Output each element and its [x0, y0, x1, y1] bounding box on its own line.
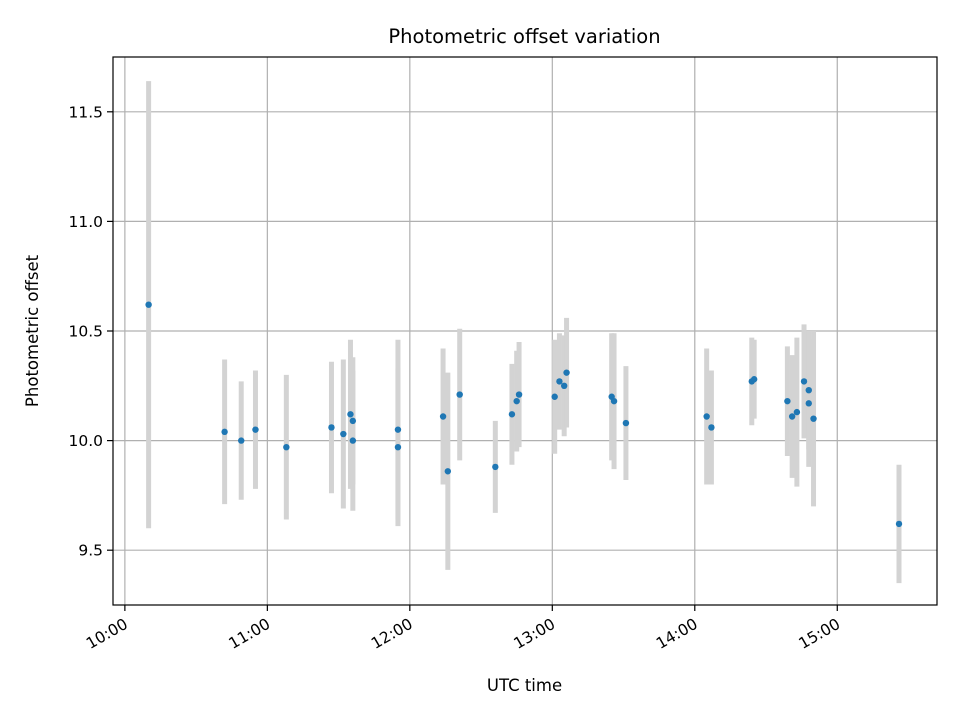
data-point [252, 426, 259, 433]
data-point [556, 378, 563, 385]
data-point [622, 419, 630, 427]
data-point [439, 413, 447, 420]
data-point [145, 301, 152, 308]
y-axis-ticks: 9.5 10.0 10.5 11.0 11.5 [68, 103, 113, 560]
data-point [551, 393, 558, 400]
data-point [456, 391, 463, 398]
y-tick-label: 9.5 [78, 542, 103, 560]
data-point [349, 437, 357, 444]
data-point [394, 443, 402, 451]
data-point [515, 391, 523, 398]
chart-title: Photometric offset variation [388, 25, 660, 48]
data-point [810, 415, 817, 422]
data-point [708, 424, 715, 431]
y-tick-label: 10.5 [68, 323, 103, 341]
data-point [703, 413, 710, 420]
data-point [492, 463, 499, 471]
data-point [805, 386, 812, 394]
data-point [560, 382, 568, 389]
data-point [513, 397, 520, 405]
y-tick-label: 10.0 [68, 432, 103, 450]
data-point [563, 369, 570, 376]
y-axis-label: Photometric offset [23, 254, 42, 407]
data-point [788, 413, 796, 420]
y-tick-label: 11.0 [68, 213, 103, 231]
data-point [394, 426, 402, 433]
data-point [750, 376, 758, 383]
data-point [800, 378, 808, 385]
data-point [793, 408, 801, 416]
data-point [347, 411, 354, 418]
data-point [895, 520, 903, 528]
grid-lines [113, 57, 937, 605]
data-point [283, 443, 290, 451]
data-point [784, 397, 791, 405]
data-point [349, 417, 357, 425]
data-point [610, 397, 618, 405]
data-point [508, 411, 516, 418]
data-point [444, 468, 452, 475]
data-point [340, 430, 347, 438]
x-axis-label: UTC time [487, 676, 562, 695]
data-point [328, 424, 335, 431]
data-point [221, 428, 228, 436]
data-point [238, 437, 245, 444]
data-points [145, 301, 903, 528]
data-point [805, 400, 812, 407]
y-tick-label: 11.5 [68, 103, 103, 121]
